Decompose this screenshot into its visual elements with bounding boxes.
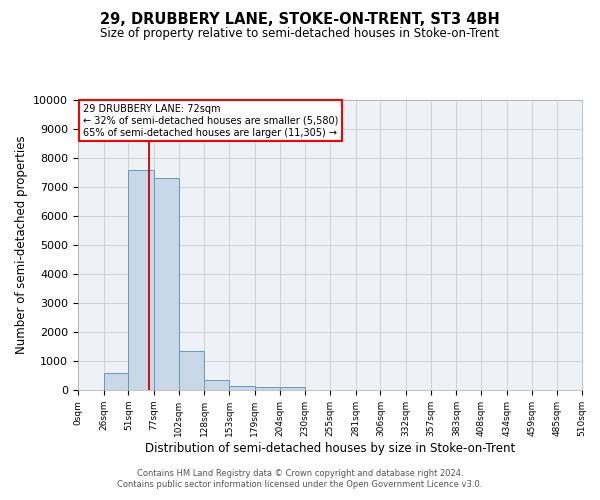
Bar <box>205 380 229 390</box>
Text: Contains public sector information licensed under the Open Government Licence v3: Contains public sector information licen… <box>118 480 482 489</box>
Bar <box>104 372 128 390</box>
Bar <box>255 386 280 390</box>
Text: 29, DRUBBERY LANE, STOKE-ON-TRENT, ST3 4BH: 29, DRUBBERY LANE, STOKE-ON-TRENT, ST3 4… <box>100 12 500 28</box>
Bar <box>154 178 179 390</box>
Bar <box>179 351 205 390</box>
Bar <box>280 387 305 390</box>
Bar <box>128 170 154 390</box>
Y-axis label: Number of semi-detached properties: Number of semi-detached properties <box>15 136 28 354</box>
Text: Size of property relative to semi-detached houses in Stoke-on-Trent: Size of property relative to semi-detach… <box>101 28 499 40</box>
Bar <box>229 386 255 390</box>
Text: 29 DRUBBERY LANE: 72sqm
← 32% of semi-detached houses are smaller (5,580)
65% of: 29 DRUBBERY LANE: 72sqm ← 32% of semi-de… <box>83 104 338 138</box>
X-axis label: Distribution of semi-detached houses by size in Stoke-on-Trent: Distribution of semi-detached houses by … <box>145 442 515 454</box>
Text: Contains HM Land Registry data © Crown copyright and database right 2024.: Contains HM Land Registry data © Crown c… <box>137 468 463 477</box>
